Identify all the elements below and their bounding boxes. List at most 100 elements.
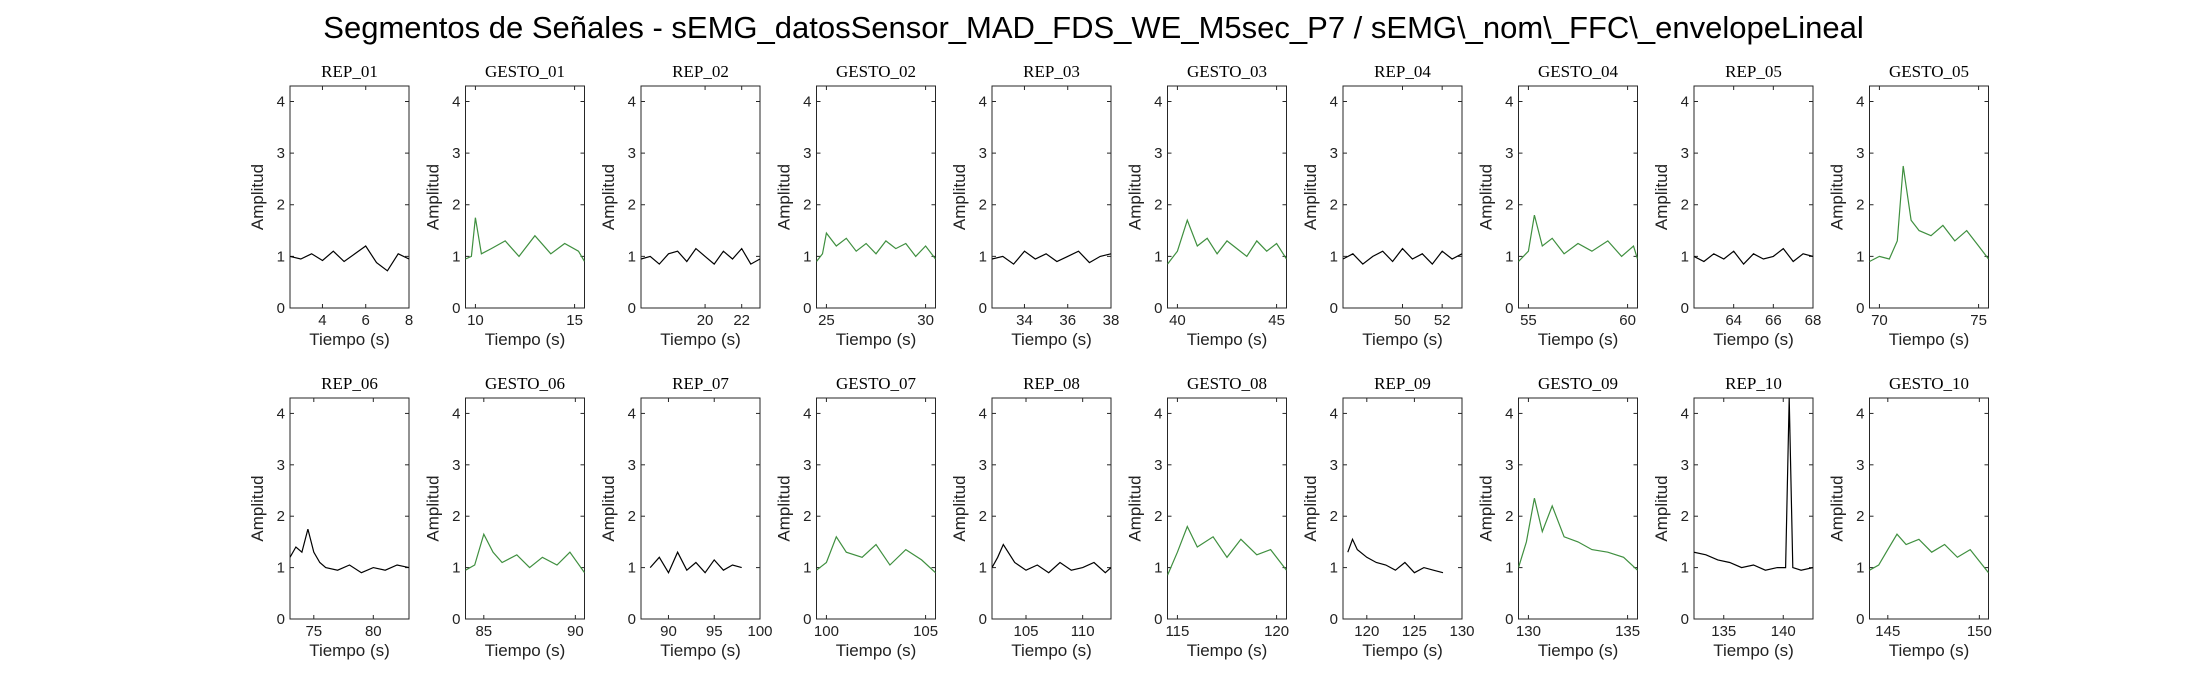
axes-box [1693, 85, 1814, 309]
subplot-rep-05: REP_05 0 1 2 3 4 64 66 68 Tiempo (s) Amplitud [1652, 62, 1821, 349]
y-tick-label: 1 [1856, 560, 1864, 577]
axes-box [640, 397, 761, 620]
y-tick-label: 2 [1681, 508, 1689, 525]
y-tick-label: 4 [1856, 405, 1864, 422]
x-tick-label: 8 [405, 312, 413, 329]
subplot-rep-07: REP_07 0 1 2 3 4 90 95 100 Tiempo (s) Amplitud [599, 374, 773, 660]
series-line [1869, 165, 1989, 263]
x-tick-label: 60 [1619, 312, 1636, 329]
y-axis-label: Amplitud [1828, 164, 1847, 230]
series-line [1518, 214, 1638, 262]
subplot-title: GESTO_10 [1889, 374, 1969, 393]
subplot-title: GESTO_05 [1889, 62, 1969, 81]
y-axis-label: Amplitud [1477, 475, 1496, 541]
y-tick-label: 2 [1681, 197, 1689, 214]
y-tick-label: 3 [1505, 145, 1513, 162]
y-tick-label: 4 [628, 93, 636, 110]
x-tick-label: 36 [1059, 312, 1076, 329]
y-axis-label: Amplitud [248, 475, 267, 541]
subplot-title: GESTO_02 [836, 62, 916, 81]
x-tick-label: 90 [567, 623, 584, 640]
y-tick-label: 2 [979, 508, 987, 525]
y-axis-label: Amplitud [1126, 164, 1145, 230]
y-tick-label: 4 [277, 93, 285, 110]
y-tick-label: 4 [1681, 405, 1689, 422]
y-tick-label: 0 [1330, 611, 1338, 628]
y-tick-label: 2 [628, 508, 636, 525]
x-tick-label: 110 [1071, 623, 1095, 640]
y-tick-label: 0 [1154, 300, 1162, 317]
y-tick-label: 0 [452, 611, 460, 628]
series-line [816, 535, 936, 574]
axes-box [1869, 85, 1989, 309]
y-tick-label: 4 [979, 93, 987, 110]
y-tick-label: 3 [277, 457, 285, 474]
x-tick-label: 75 [1970, 312, 1987, 329]
y-tick-label: 0 [628, 611, 636, 628]
x-tick-label: 135 [1711, 623, 1736, 640]
y-tick-label: 0 [277, 611, 285, 628]
series-line [816, 231, 936, 262]
y-tick-label: 3 [803, 457, 811, 474]
y-tick-label: 3 [1856, 457, 1864, 474]
x-tick-label: 25 [818, 312, 835, 329]
y-tick-label: 2 [1330, 508, 1338, 525]
axes-box [640, 85, 761, 309]
axes-box [991, 85, 1112, 309]
y-tick-label: 3 [979, 145, 987, 162]
y-tick-label: 1 [1856, 248, 1864, 265]
subplot-rep-01: REP_01 0 1 2 3 4 4 6 8 Tiempo (s) Amplitud [248, 62, 413, 349]
y-axis-label: Amplitud [1126, 475, 1145, 541]
y-tick-label: 2 [628, 197, 636, 214]
subplot-title: GESTO_09 [1538, 374, 1618, 393]
y-tick-label: 4 [1505, 93, 1513, 110]
y-tick-label: 4 [1505, 405, 1513, 422]
y-tick-label: 3 [1154, 145, 1162, 162]
x-tick-label: 10 [467, 312, 484, 329]
axes-box [1518, 397, 1638, 620]
x-axis-label: Tiempo (s) [1889, 330, 1970, 349]
subplot-title: REP_01 [321, 62, 378, 81]
y-tick-label: 0 [803, 300, 811, 317]
x-axis-label: Tiempo (s) [836, 330, 917, 349]
x-tick-label: 70 [1871, 312, 1888, 329]
y-tick-label: 4 [1856, 93, 1864, 110]
x-tick-label: 52 [1434, 312, 1451, 329]
y-tick-label: 1 [979, 560, 987, 577]
y-axis-label: Amplitud [1301, 475, 1320, 541]
subplot-title: REP_05 [1725, 62, 1782, 81]
y-tick-label: 4 [1330, 93, 1338, 110]
y-tick-label: 3 [803, 145, 811, 162]
axes-box [289, 397, 410, 620]
axes-box [1342, 85, 1463, 309]
x-tick-label: 40 [1169, 312, 1186, 329]
x-tick-label: 4 [318, 312, 326, 329]
y-tick-label: 1 [1505, 248, 1513, 265]
y-tick-label: 2 [1330, 197, 1338, 214]
y-tick-label: 0 [1330, 300, 1338, 317]
y-tick-label: 4 [1330, 405, 1338, 422]
y-tick-label: 1 [1330, 560, 1338, 577]
x-axis-label: Tiempo (s) [485, 641, 566, 660]
y-tick-label: 0 [979, 611, 987, 628]
x-tick-label: 105 [913, 623, 938, 640]
y-tick-label: 3 [1856, 145, 1864, 162]
x-tick-label: 95 [706, 623, 723, 640]
y-tick-label: 4 [979, 405, 987, 422]
y-tick-label: 2 [1505, 508, 1513, 525]
x-tick-label: 55 [1520, 312, 1537, 329]
x-tick-label: 120 [1354, 623, 1379, 640]
x-tick-label: 66 [1765, 312, 1782, 329]
y-tick-label: 0 [1505, 300, 1513, 317]
y-tick-label: 1 [277, 248, 285, 265]
y-axis-label: Amplitud [1477, 164, 1496, 230]
y-tick-label: 1 [628, 560, 636, 577]
x-axis-label: Tiempo (s) [1713, 330, 1794, 349]
